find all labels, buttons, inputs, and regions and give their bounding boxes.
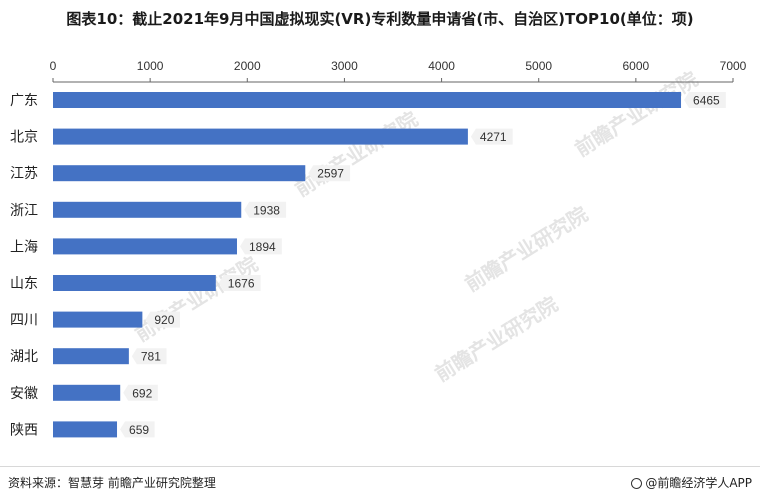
bar — [53, 421, 118, 438]
value-label-callout — [244, 201, 287, 218]
value-labels: 6465 4271 2597 1938 1894 1676 920 781 692 659 — [120, 92, 726, 438]
watermark-text: 前瞻产业研究院 — [131, 252, 262, 347]
value-label: 781 — [141, 350, 161, 364]
value-label-callout — [145, 311, 180, 328]
source-note: 资料来源：智慧芽 前瞻产业研究院整理 — [8, 476, 216, 490]
watermark-text: 前瞻产业研究院 — [431, 292, 562, 387]
category-label: 江苏 — [10, 166, 38, 182]
x-tick-label: 3000 — [331, 59, 358, 73]
x-tick-label: 1000 — [137, 59, 164, 73]
value-label: 659 — [129, 423, 149, 437]
watermark-text: 前瞻产业研究院 — [461, 202, 592, 297]
brand-text: @前瞻经济学人APP — [645, 476, 752, 490]
value-label-callout — [131, 348, 167, 365]
bar — [53, 128, 468, 145]
x-tick-label: 7000 — [720, 59, 747, 73]
category-label: 湖北 — [10, 349, 38, 365]
value-label: 1938 — [253, 203, 280, 217]
x-tick-label: 4000 — [428, 59, 455, 73]
bar — [53, 201, 242, 218]
bar — [53, 92, 682, 108]
x-tick-label: 5000 — [525, 59, 552, 73]
value-label: 1894 — [249, 240, 276, 254]
brand-credit: @前瞻经济学人APP — [631, 474, 752, 491]
value-label-callout — [123, 384, 158, 401]
category-label: 四川 — [10, 313, 38, 329]
x-tick-label: 0 — [50, 59, 57, 73]
chart-title: 图表10：截止2021年9月中国虚拟现实(VR)专利数量申请省(市、自治区)TO… — [66, 10, 694, 28]
value-label-callout — [684, 92, 726, 108]
value-label: 4271 — [480, 130, 507, 144]
bars-layer — [53, 92, 682, 438]
value-label-callout — [470, 128, 513, 145]
category-label: 陕西 — [10, 422, 38, 438]
category-label: 上海 — [10, 239, 38, 255]
value-label: 6465 — [693, 94, 720, 108]
value-label: 2597 — [317, 167, 344, 181]
bar — [53, 384, 121, 401]
value-label: 1676 — [228, 277, 255, 291]
x-tick-label: 2000 — [234, 59, 261, 73]
value-label-callout — [239, 238, 282, 255]
bar — [53, 348, 129, 365]
bar — [53, 238, 237, 255]
bar — [53, 165, 306, 182]
category-label: 广东 — [10, 93, 38, 109]
category-label: 北京 — [10, 130, 38, 146]
brand-logo-icon — [631, 478, 643, 489]
value-label-callout — [218, 275, 261, 291]
watermark-text: 前瞻产业研究院 — [291, 107, 422, 202]
category-label: 浙江 — [10, 203, 38, 219]
x-axis: 0 1000 2000 3000 4000 5000 6000 7000 — [50, 59, 747, 83]
value-label: 692 — [132, 386, 152, 400]
footer-divider — [0, 466, 760, 467]
bar — [53, 275, 216, 291]
x-tick-label: 6000 — [623, 59, 650, 73]
value-label-callout — [120, 421, 155, 438]
category-label: 山东 — [10, 276, 38, 292]
value-label: 920 — [154, 313, 174, 327]
bar — [53, 311, 143, 328]
category-label: 安徽 — [10, 386, 38, 402]
value-label-callout — [308, 165, 351, 182]
